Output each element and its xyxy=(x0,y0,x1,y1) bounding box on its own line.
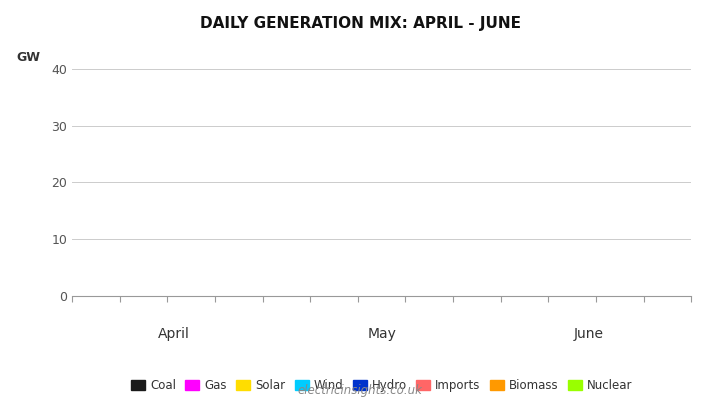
Text: DAILY GENERATION MIX: APRIL - JUNE: DAILY GENERATION MIX: APRIL - JUNE xyxy=(199,16,521,31)
Text: May: May xyxy=(367,327,396,341)
Legend: Coal, Gas, Solar, Wind, Hydro, Imports, Biomass, Nuclear: Coal, Gas, Solar, Wind, Hydro, Imports, … xyxy=(126,374,637,396)
Text: June: June xyxy=(574,327,604,341)
Text: GW: GW xyxy=(17,51,40,64)
Text: April: April xyxy=(158,327,190,341)
Text: electricinsights.co.uk: electricinsights.co.uk xyxy=(297,384,423,397)
